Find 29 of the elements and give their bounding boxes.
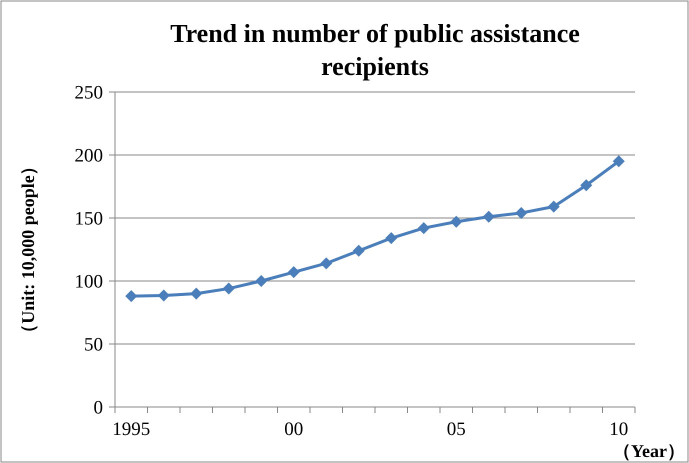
y-tick-label: 150 [74, 208, 103, 230]
x-tick-label: 1995 [112, 419, 150, 440]
y-tick-label: 0 [94, 398, 103, 419]
point [158, 289, 170, 302]
point [288, 266, 300, 278]
y-tick-label: 200 [74, 146, 103, 167]
point [612, 155, 625, 168]
point [515, 206, 528, 219]
point [482, 210, 495, 223]
point [222, 282, 235, 295]
x-tick-label: 00 [284, 419, 304, 440]
point [580, 179, 592, 192]
point [418, 222, 430, 234]
y-tick-label: 100 [74, 272, 103, 293]
point [125, 290, 138, 302]
point [255, 275, 268, 287]
point [320, 257, 332, 270]
y-tick-label: 250 [74, 82, 103, 104]
point [450, 216, 462, 228]
x-tick-label: 10 [609, 419, 628, 440]
point [385, 232, 398, 244]
y-tick-label: 50 [84, 334, 103, 356]
point [190, 288, 202, 300]
point [352, 244, 365, 257]
x-tick-label: 05 [446, 419, 466, 440]
y-axis-title: （Unit: 10,000 people） [18, 157, 38, 342]
point [548, 200, 560, 213]
x-axis-title: （Year） [613, 441, 685, 461]
chart-title: Trend in number of public assistance recipients [170, 19, 580, 81]
